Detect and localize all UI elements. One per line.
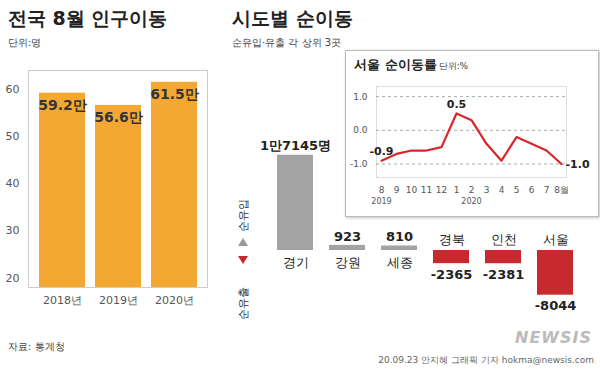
svg-text:2018년: 2018년 [43,294,82,307]
svg-text:6: 6 [529,185,535,195]
svg-text:59.2만: 59.2만 [38,97,87,113]
html-text:전국 8월 인구이동: 전국 8월 인구이동 [8,7,168,29]
svg-text:12: 12 [436,185,447,195]
svg-text:2019년: 2019년 [99,294,138,307]
svg-text:2: 2 [469,185,475,195]
svg-text:56.6만: 56.6만 [94,109,143,125]
html-text:NEWSIS: NEWSIS [515,328,592,347]
svg-text:-8044: -8044 [535,298,577,313]
html-text:순유출: 순유출 [237,287,250,320]
html-text:단위:명: 단위:명 [8,37,42,48]
svg-text:40: 40 [6,177,20,190]
svg-text:0.5: 0.5 [447,98,467,111]
html-text:20.09.23 안지혜 그래픽 기자 hokma@news: 20.09.23 안지혜 그래픽 기자 hokma@newsis.com [378,355,594,365]
svg-text:61.5만: 61.5만 [150,86,199,102]
svg-text:2020: 2020 [461,197,481,206]
svg-text:8: 8 [379,185,385,195]
html-text:순유입·유출 각 상위 3곳: 순유입·유출 각 상위 3곳 [232,37,342,48]
svg-text:2019: 2019 [371,197,391,206]
svg-text:세종: 세종 [387,255,413,270]
svg-text:60: 60 [6,83,20,96]
svg-text:0.0: 0.0 [353,125,368,135]
html-text:자료: 통계청: 자료: 통계청 [8,341,65,352]
svg-text:810: 810 [386,229,413,244]
svg-text:5: 5 [514,185,520,195]
svg-text:11: 11 [421,185,432,195]
svg-text:인천: 인천 [491,232,517,247]
html-text:서울 순이동률단위:%: 서울 순이동률단위:% [354,57,469,72]
svg-text:4: 4 [499,185,505,195]
svg-text:서울: 서울 [543,232,569,247]
svg-text:10: 10 [406,185,418,195]
svg-text:경북: 경북 [439,232,465,247]
svg-text:50: 50 [6,130,20,143]
svg-text:-1.0: -1.0 [566,158,590,171]
svg-text:-2381: -2381 [483,267,525,282]
svg-text:20: 20 [6,272,20,285]
svg-text:경기: 경기 [283,255,309,270]
svg-text:30: 30 [6,224,20,237]
svg-text:8월: 8월 [554,185,569,195]
svg-text:7: 7 [544,185,550,195]
svg-text:1만7145명: 1만7145명 [260,138,331,153]
svg-text:9: 9 [394,185,400,195]
svg-text:강원: 강원 [335,255,361,270]
svg-text:1.0: 1.0 [353,91,368,101]
html-text:순유입: 순유입 [237,199,250,232]
svg-text:2020년: 2020년 [155,294,194,307]
svg-text:-1.0: -1.0 [350,159,368,169]
svg-text:3: 3 [484,185,490,195]
svg-text:-0.9: -0.9 [369,145,393,158]
svg-text:-2365: -2365 [431,267,473,282]
svg-text:923: 923 [334,229,361,244]
svg-text:1: 1 [454,185,460,195]
html-text:시도별 순이동: 시도별 순이동 [232,7,353,29]
